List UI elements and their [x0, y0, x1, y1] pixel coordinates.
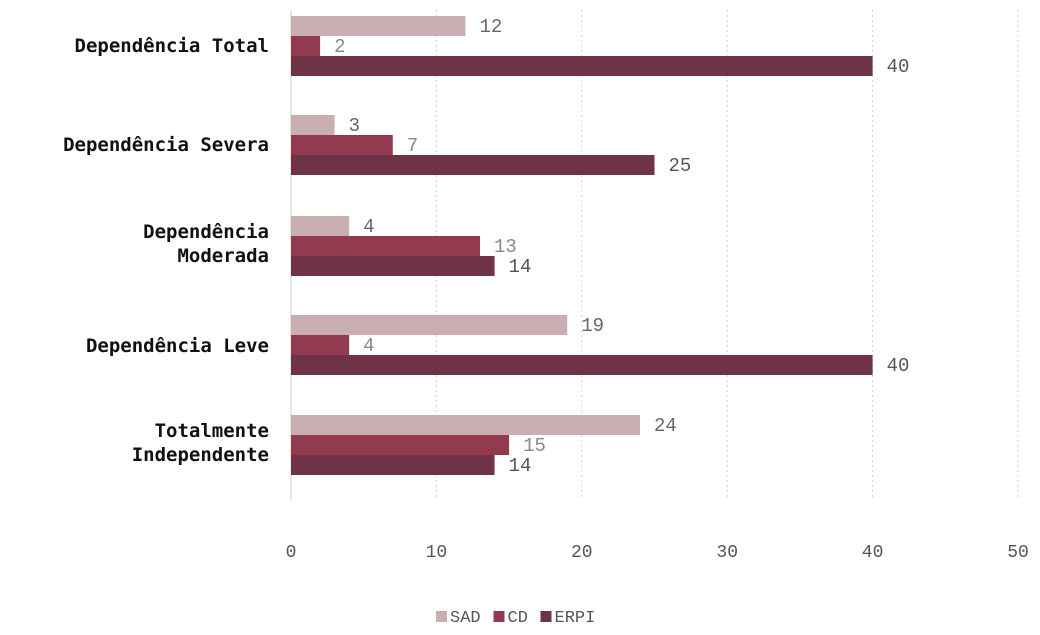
- data-label: 2: [334, 36, 345, 58]
- bar-erpi: [291, 56, 873, 76]
- x-tick-label: 50: [1007, 543, 1029, 563]
- category-label: Dependência Leve: [86, 335, 269, 357]
- legend-swatch-erpi: [540, 611, 552, 622]
- bar-cd: [291, 236, 481, 256]
- x-tick-label: 0: [286, 543, 297, 563]
- bar-sad: [291, 16, 466, 36]
- bar-cd: [291, 36, 321, 56]
- bar-cd: [291, 135, 393, 155]
- bar-erpi: [291, 455, 495, 475]
- category-label: Dependência Moderada: [143, 221, 269, 267]
- legend-swatch-sad: [436, 611, 447, 622]
- data-label: 4: [363, 335, 374, 357]
- data-label: 12: [479, 16, 502, 38]
- bar-cd: [291, 435, 510, 455]
- category-label: Dependência Total: [75, 35, 269, 57]
- category-labels: Dependência Total Dependência Severa Depen…: [63, 35, 269, 466]
- x-tick-label: 30: [716, 543, 738, 563]
- data-label: 24: [654, 415, 677, 437]
- bar-erpi: [291, 355, 873, 375]
- bar-sad: [291, 216, 350, 236]
- data-label: 14: [509, 455, 532, 477]
- bar-erpi: [291, 155, 655, 175]
- x-tick-label: 10: [426, 543, 448, 563]
- legend: SAD CD ERPI: [436, 609, 595, 628]
- data-label: 14: [509, 256, 532, 278]
- data-label: 19: [581, 315, 604, 337]
- data-label: 13: [494, 236, 517, 258]
- legend-label: CD: [508, 609, 528, 628]
- bar-erpi: [291, 256, 495, 276]
- x-tick-label: 20: [571, 543, 593, 563]
- data-label: 40: [887, 355, 910, 377]
- category-label: Dependência Severa: [63, 134, 269, 156]
- data-labels: 12 3 4 19 24 2 7 13 4 15 40 25 14 40 14: [334, 16, 909, 477]
- legend-label: ERPI: [555, 609, 596, 628]
- data-label: 7: [407, 135, 418, 157]
- x-axis-ticks: 0 10 20 30 40 50: [286, 543, 1029, 563]
- category-label: Totalmente Independente: [132, 420, 269, 466]
- bar-sad: [291, 115, 335, 135]
- data-label: 25: [669, 155, 692, 177]
- data-label: 4: [363, 216, 374, 238]
- data-label: 40: [887, 56, 910, 78]
- legend-label: SAD: [450, 609, 481, 628]
- bars: [291, 16, 873, 475]
- bar-sad: [291, 415, 640, 435]
- bar-cd: [291, 335, 350, 355]
- data-label: 3: [349, 115, 360, 137]
- x-tick-label: 40: [862, 543, 884, 563]
- data-label: 15: [523, 435, 546, 457]
- legend-swatch-cd: [493, 611, 505, 622]
- bar-sad: [291, 315, 568, 335]
